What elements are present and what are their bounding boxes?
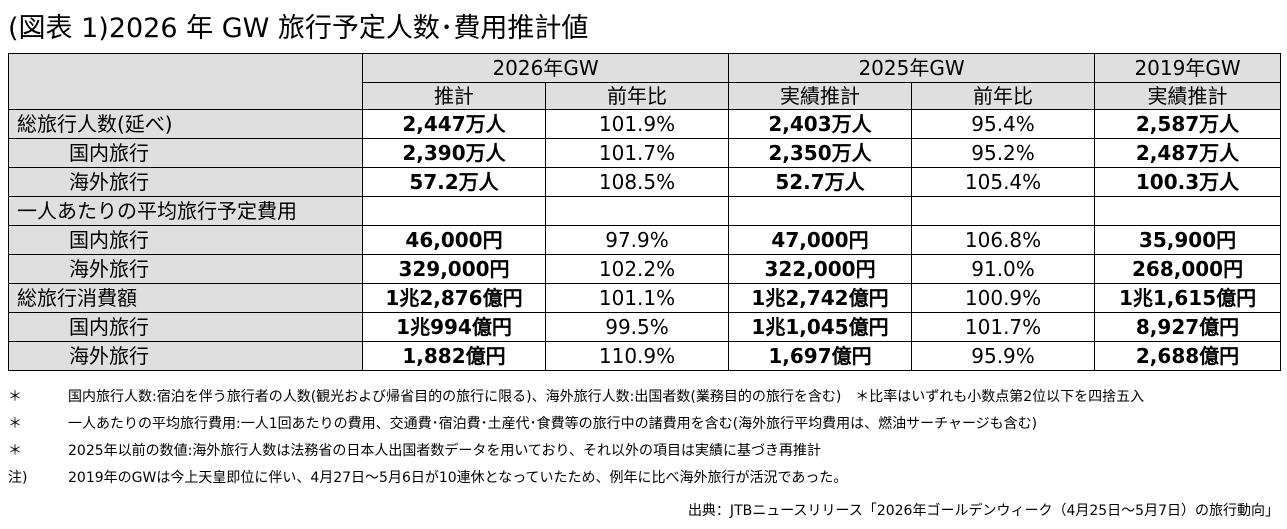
row-label-text: 海外旅行: [69, 344, 149, 368]
row-label: 総旅行人数(延べ): [8, 109, 363, 139]
value-2019-estimate: 8,927億円: [1094, 312, 1282, 342]
value-2026-yoy: 97.9%: [544, 225, 730, 255]
row-label-text: 総旅行人数(延べ): [17, 112, 173, 136]
row-label-text: 総旅行消費額: [17, 286, 137, 310]
row-label-text: 海外旅行: [69, 170, 149, 194]
note-text: 国内旅行人数:宿泊を伴う旅行者の人数(観光および帰省目的の旅行に限る)、海外旅行…: [68, 389, 1145, 405]
value-2025-estimate: [728, 196, 913, 226]
value-2026-estimate: [362, 196, 546, 226]
value-2026-estimate: 1兆2,876億円: [362, 283, 546, 313]
value-2026-estimate: 2,447万人: [362, 109, 546, 139]
value-2019-estimate: 2,587万人: [1094, 109, 1282, 139]
table-row: 海外旅行 1,882億円 110.9% 1,697億円 95.9% 2,688億円: [8, 341, 1282, 371]
row-label: 海外旅行: [8, 254, 363, 284]
header-2019: 2019年GW: [1094, 53, 1282, 83]
header-2025-yoy: 前年比: [911, 82, 1096, 110]
value-2019-estimate: [1094, 196, 1282, 226]
row-label-text: 一人あたりの平均旅行予定費用: [17, 199, 297, 223]
value-2026-yoy: [544, 196, 730, 226]
header-corner: [8, 53, 363, 110]
value-2026-estimate: 57.2万人: [362, 167, 546, 197]
note-text: 一人あたりの平均旅行費用:一人1回あたりの費用、交通費･宿泊費･土産代･食費等の…: [68, 416, 1038, 432]
table-row: 海外旅行 329,000円 102.2% 322,000円 91.0% 268,000円: [8, 254, 1282, 284]
table-row: 一人あたりの平均旅行予定費用: [8, 196, 1282, 226]
value-2025-yoy: 106.8%: [911, 225, 1096, 255]
table-row: 総旅行人数(延べ) 2,447万人 101.9% 2,403万人 95.4% 2,587万…: [8, 109, 1282, 139]
value-2025-yoy: 100.9%: [911, 283, 1096, 313]
table-row: 国内旅行 2,390万人 101.7% 2,350万人 95.2% 2,487万人: [8, 138, 1282, 168]
value-2026-estimate: 46,000円: [362, 225, 546, 255]
note-text: 2025年以前の数値:海外旅行人数は法務省の日本人出国者数データを用いており、そ…: [68, 443, 821, 459]
value-2025-estimate: 2,350万人: [728, 138, 913, 168]
value-2025-yoy: [911, 196, 1096, 226]
page-title: (図表 1)2026 年 GW 旅行予定人数･費用推計値: [8, 13, 589, 44]
header-2025: 2025年GW: [728, 53, 1096, 83]
header-2019-estimate: 実績推計: [1094, 82, 1282, 110]
table-row: 国内旅行 1兆994億円 99.5% 1兆1,045億円 101.7% 8,927億円: [8, 312, 1282, 342]
header-row-years: 2026年GW 2025年GW 2019年GW: [8, 53, 1282, 110]
note-mark: ＊: [8, 389, 22, 405]
value-2026-yoy: 108.5%: [544, 167, 730, 197]
header-2025-estimate: 実績推計: [728, 82, 913, 110]
row-label-text: 国内旅行: [69, 315, 149, 339]
value-2025-estimate: 1兆1,045億円: [728, 312, 913, 342]
value-2019-estimate: 268,000円: [1094, 254, 1282, 284]
row-label: 国内旅行: [8, 138, 363, 168]
value-2025-yoy: 91.0%: [911, 254, 1096, 284]
value-2026-yoy: 110.9%: [544, 341, 730, 371]
value-2019-estimate: 1兆1,615億円: [1094, 283, 1282, 313]
row-label-text: 国内旅行: [69, 228, 149, 252]
value-2025-yoy: 101.7%: [911, 312, 1096, 342]
table-row: 海外旅行 57.2万人 108.5% 52.7万人 105.4% 100.3万人: [8, 167, 1282, 197]
header-2026-yoy: 前年比: [544, 82, 730, 110]
value-2025-yoy: 95.9%: [911, 341, 1096, 371]
row-label-text: 海外旅行: [69, 257, 149, 281]
value-2025-yoy: 105.4%: [911, 167, 1096, 197]
row-label: 海外旅行: [8, 167, 363, 197]
value-2019-estimate: 2,688億円: [1094, 341, 1282, 371]
row-label: 海外旅行: [8, 341, 363, 371]
note-mark: ＊: [8, 416, 22, 432]
row-label-text: 国内旅行: [69, 141, 149, 165]
table-row: 総旅行消費額 1兆2,876億円 101.1% 1兆2,742億円 100.9% 1兆1,…: [8, 283, 1282, 313]
row-label: 総旅行消費額: [8, 283, 363, 313]
value-2026-estimate: 1,882億円: [362, 341, 546, 371]
value-2026-estimate: 1兆994億円: [362, 312, 546, 342]
note-mark: ＊: [8, 443, 22, 459]
row-label: 国内旅行: [8, 312, 363, 342]
value-2025-estimate: 2,403万人: [728, 109, 913, 139]
value-2026-yoy: 101.1%: [544, 283, 730, 313]
header-2026-estimate: 推計: [362, 82, 546, 110]
value-2025-estimate: 47,000円: [728, 225, 913, 255]
note-mark: 注): [8, 470, 28, 486]
value-2025-estimate: 1兆2,742億円: [728, 283, 913, 313]
row-label: 国内旅行: [8, 225, 363, 255]
value-2026-yoy: 102.2%: [544, 254, 730, 284]
value-2019-estimate: 100.3万人: [1094, 167, 1282, 197]
value-2025-estimate: 322,000円: [728, 254, 913, 284]
value-2026-estimate: 329,000円: [362, 254, 546, 284]
source-citation: 出典：JTBニュースリリース「2026年ゴールデンウィーク（4月25日～5月7日…: [687, 503, 1279, 519]
value-2019-estimate: 2,487万人: [1094, 138, 1282, 168]
header-row-sub: 推計 前年比 実績推計 前年比 実績推計: [9, 82, 1282, 110]
table-row: 国内旅行 46,000円 97.9% 47,000円 106.8% 35,900円: [8, 225, 1282, 255]
value-2026-yoy: 101.7%: [544, 138, 730, 168]
row-label: 一人あたりの平均旅行予定費用: [8, 196, 363, 226]
value-2026-estimate: 2,390万人: [362, 138, 546, 168]
value-2025-yoy: 95.4%: [911, 109, 1096, 139]
header-2026: 2026年GW: [361, 53, 730, 83]
travel-estimate-table: 2026年GW 2025年GW 2019年GW 推計 前年比 実績推計 前年比 …: [8, 53, 1282, 371]
value-2019-estimate: 35,900円: [1094, 225, 1282, 255]
value-2025-estimate: 52.7万人: [728, 167, 913, 197]
value-2026-yoy: 99.5%: [544, 312, 730, 342]
note-text: 2019年のGWは今上天皇即位に伴い、4月27日～5月6日が10連休となっていた…: [68, 470, 848, 486]
value-2025-yoy: 95.2%: [911, 138, 1096, 168]
value-2026-yoy: 101.9%: [544, 109, 730, 139]
value-2025-estimate: 1,697億円: [728, 341, 913, 371]
